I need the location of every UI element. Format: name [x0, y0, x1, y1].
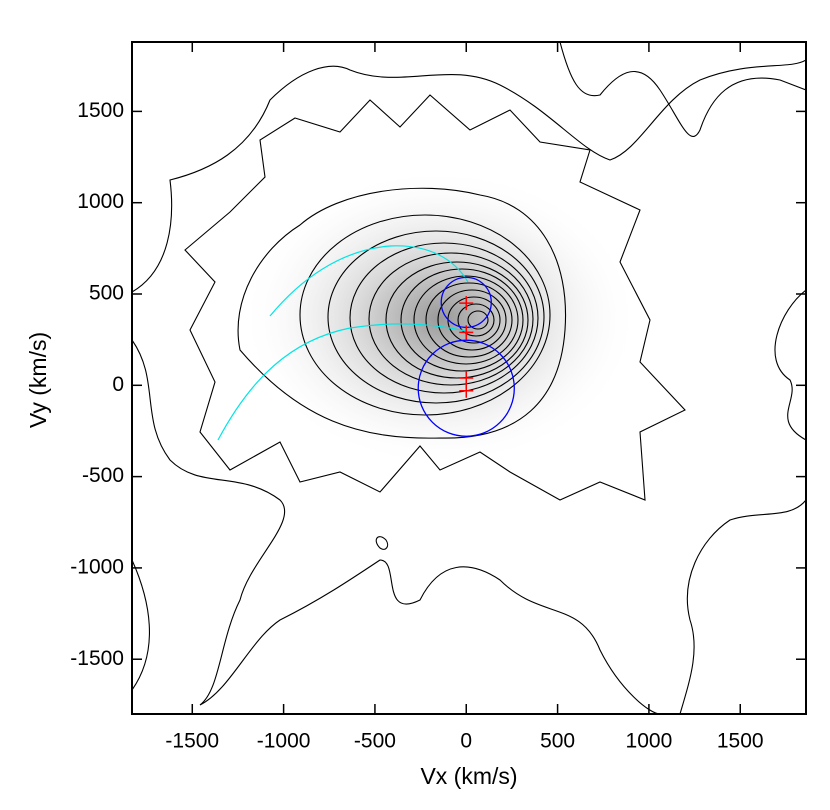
cross-marker [459, 383, 474, 398]
y-tick-label: -500 [82, 464, 124, 487]
y-tick-label: 1500 [77, 99, 124, 122]
x-axis-label: Vx (km/s) [420, 763, 517, 789]
y-axis-label: Vy (km/s) [25, 332, 51, 428]
x-tick-label: 1500 [717, 730, 764, 753]
x-tick-label: -1500 [165, 730, 219, 753]
cross-marker [459, 325, 474, 340]
roche-circle [417, 339, 515, 437]
intensity-map [240, 168, 640, 468]
y-tick-label: 1000 [77, 190, 124, 213]
contours [132, 42, 806, 714]
x-tick-label: -1000 [257, 730, 311, 753]
plot-frame [131, 41, 807, 715]
cross-marker [459, 371, 474, 385]
stream-arcs [217, 245, 471, 441]
cross-marker [459, 296, 474, 311]
x-tick-label: 500 [540, 730, 575, 753]
tomogram [132, 42, 806, 714]
y-tick-label: 500 [89, 282, 124, 305]
y-tick-label: -1000 [70, 555, 124, 578]
y-tick-label: 0 [112, 373, 124, 396]
x-tick-label: 0 [460, 730, 472, 753]
x-tick-label: -500 [354, 730, 396, 753]
x-tick-label: 1000 [626, 730, 673, 753]
y-tick-label: -1500 [70, 647, 124, 670]
